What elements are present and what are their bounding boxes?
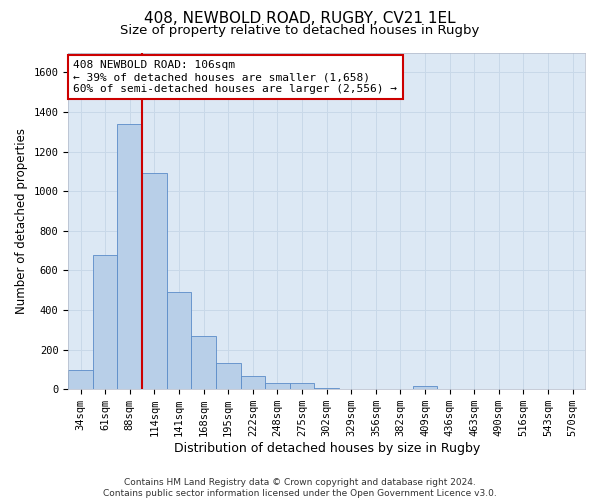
Text: 408 NEWBOLD ROAD: 106sqm
← 39% of detached houses are smaller (1,658)
60% of sem: 408 NEWBOLD ROAD: 106sqm ← 39% of detach… xyxy=(73,60,397,94)
Bar xyxy=(142,174,167,389)
Bar xyxy=(191,336,216,389)
Bar xyxy=(241,376,265,389)
X-axis label: Distribution of detached houses by size in Rugby: Distribution of detached houses by size … xyxy=(173,442,480,455)
Bar xyxy=(93,254,118,389)
Text: Contains HM Land Registry data © Crown copyright and database right 2024.
Contai: Contains HM Land Registry data © Crown c… xyxy=(103,478,497,498)
Bar xyxy=(167,292,191,389)
Text: Size of property relative to detached houses in Rugby: Size of property relative to detached ho… xyxy=(121,24,479,37)
Bar xyxy=(118,124,142,389)
Bar xyxy=(314,388,339,389)
Text: 408, NEWBOLD ROAD, RUGBY, CV21 1EL: 408, NEWBOLD ROAD, RUGBY, CV21 1EL xyxy=(144,11,456,26)
Bar xyxy=(68,370,93,389)
Bar xyxy=(216,364,241,389)
Bar xyxy=(265,384,290,389)
Bar xyxy=(290,384,314,389)
Bar xyxy=(413,386,437,389)
Y-axis label: Number of detached properties: Number of detached properties xyxy=(15,128,28,314)
